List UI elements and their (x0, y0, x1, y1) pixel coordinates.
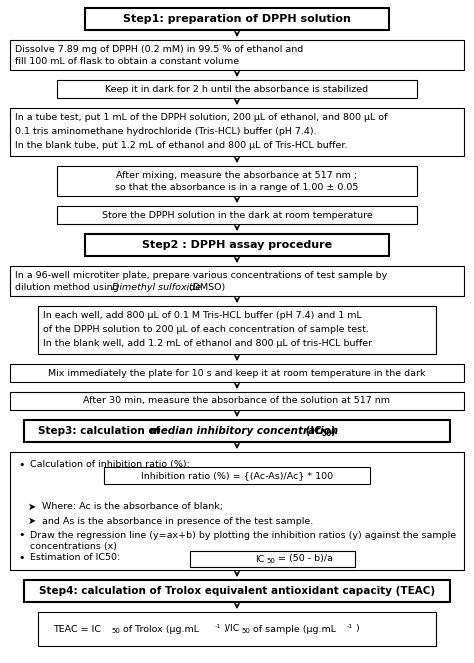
Bar (104, 467, 370, 484)
Text: ➤: ➤ (28, 502, 36, 512)
Text: Dimethyl sulfoxide: Dimethyl sulfoxide (112, 283, 201, 292)
Text: TEAC = IC: TEAC = IC (53, 625, 101, 634)
Text: Mix immediately the plate for 10 s and keep it at room temperature in the dark: Mix immediately the plate for 10 s and k… (48, 369, 426, 377)
Bar (38, 306, 436, 354)
Text: Inhibition ratio (%) = {(Ac-As)/Ac} * 100: Inhibition ratio (%) = {(Ac-As)/Ac} * 10… (141, 471, 333, 480)
Text: )/IC: )/IC (223, 625, 239, 634)
Text: Step2 : DPPH assay procedure: Step2 : DPPH assay procedure (142, 240, 332, 250)
Text: In a 96-well microtiter plate, prepare various concentrations of test sample by: In a 96-well microtiter plate, prepare v… (15, 271, 387, 280)
Text: Estimation of IC50:: Estimation of IC50: (30, 554, 120, 562)
Text: -1: -1 (215, 623, 221, 629)
Text: concentrations (x): concentrations (x) (30, 542, 117, 552)
Text: 50: 50 (266, 558, 275, 564)
Bar (85, 234, 389, 256)
Text: of sample (μg.mL: of sample (μg.mL (250, 625, 336, 634)
Text: Step3: calculation of: Step3: calculation of (38, 426, 164, 436)
Bar (24, 580, 450, 602)
Bar (57, 166, 417, 196)
Text: Keep it in dark for 2 h until the absorbance is stabilized: Keep it in dark for 2 h until the absorb… (105, 84, 369, 93)
Bar (10, 392, 464, 410)
Bar (38, 612, 436, 646)
Text: ): ) (355, 625, 359, 634)
Text: In each well, add 800 μL of 0.1 M Tris-HCL buffer (pH 7.4) and 1 mL: In each well, add 800 μL of 0.1 M Tris-H… (43, 311, 362, 320)
Text: •: • (18, 553, 25, 563)
Text: In the blank tube, put 1.2 mL of ethanol and 800 μL of Tris-HCL buffer.: In the blank tube, put 1.2 mL of ethanol… (15, 141, 347, 150)
Text: After mixing, measure the absorbance at 517 nm ;: After mixing, measure the absorbance at … (117, 172, 357, 180)
Text: (IC: (IC (302, 426, 322, 436)
Text: •: • (18, 460, 25, 470)
Bar (10, 452, 464, 570)
Text: of Trolox (μg.mL: of Trolox (μg.mL (120, 625, 199, 634)
Text: -1: -1 (347, 623, 353, 629)
Text: Step4: calculation of Trolox equivalent antioxidant capacity (TEAC): Step4: calculation of Trolox equivalent … (39, 586, 435, 596)
Text: 0.1 tris aminomethane hydrochloride (Tris-HCL) buffer (pH 7.4).: 0.1 tris aminomethane hydrochloride (Tri… (15, 127, 317, 135)
Text: Draw the regression line (y=ax+b) by plotting the inhibition ratios (y) against : Draw the regression line (y=ax+b) by plo… (30, 530, 456, 540)
Text: Dissolve 7.89 mg of DPPH (0.2 mM) in 99.5 % of ethanol and: Dissolve 7.89 mg of DPPH (0.2 mM) in 99.… (15, 45, 303, 54)
Bar (10, 266, 464, 296)
Bar (85, 8, 389, 30)
Text: 50: 50 (242, 628, 251, 634)
Bar (10, 40, 464, 70)
Text: In the blank well, add 1.2 mL of ethanol and 800 μL of tris-HCL buffer: In the blank well, add 1.2 mL of ethanol… (43, 339, 372, 348)
Bar (57, 80, 417, 98)
Text: 50: 50 (112, 628, 121, 634)
Text: so that the absorbance is in a range of 1.00 ± 0.05: so that the absorbance is in a range of … (115, 183, 359, 192)
Bar (57, 206, 417, 224)
Text: of the DPPH solution to 200 μL of each concentration of sample test.: of the DPPH solution to 200 μL of each c… (43, 325, 369, 333)
Text: dilution method using: dilution method using (15, 283, 122, 292)
Bar (10, 108, 464, 156)
Bar (24, 420, 450, 442)
Text: Step1: preparation of DPPH solution: Step1: preparation of DPPH solution (123, 14, 351, 24)
Text: 50: 50 (322, 428, 332, 438)
Text: fill 100 mL of flask to obtain a constant volume: fill 100 mL of flask to obtain a constan… (15, 57, 239, 66)
Text: ➤: ➤ (28, 516, 36, 526)
Bar (190, 551, 356, 567)
Text: Store the DPPH solution in the dark at room temperature: Store the DPPH solution in the dark at r… (101, 210, 373, 219)
Text: Calculation of inhibition ratio (%):: Calculation of inhibition ratio (%): (30, 461, 190, 469)
Text: ): ) (330, 426, 335, 436)
Text: (DMSO): (DMSO) (186, 283, 225, 292)
Text: IC: IC (255, 554, 264, 564)
Text: median inhibitory concentration: median inhibitory concentration (150, 426, 338, 436)
Text: = (50 - b)/a: = (50 - b)/a (274, 554, 333, 564)
Text: After 30 min, measure the absorbance of the solution at 517 nm: After 30 min, measure the absorbance of … (83, 396, 391, 406)
Text: Where: Ac is the absorbance of blank;: Where: Ac is the absorbance of blank; (42, 503, 223, 511)
Text: In a tube test, put 1 mL of the DPPH solution, 200 μL of ethanol, and 800 μL of: In a tube test, put 1 mL of the DPPH sol… (15, 113, 387, 122)
Bar (10, 364, 464, 382)
Text: •: • (18, 530, 25, 540)
Text: and As is the absorbance in presence of the test sample.: and As is the absorbance in presence of … (42, 516, 313, 526)
